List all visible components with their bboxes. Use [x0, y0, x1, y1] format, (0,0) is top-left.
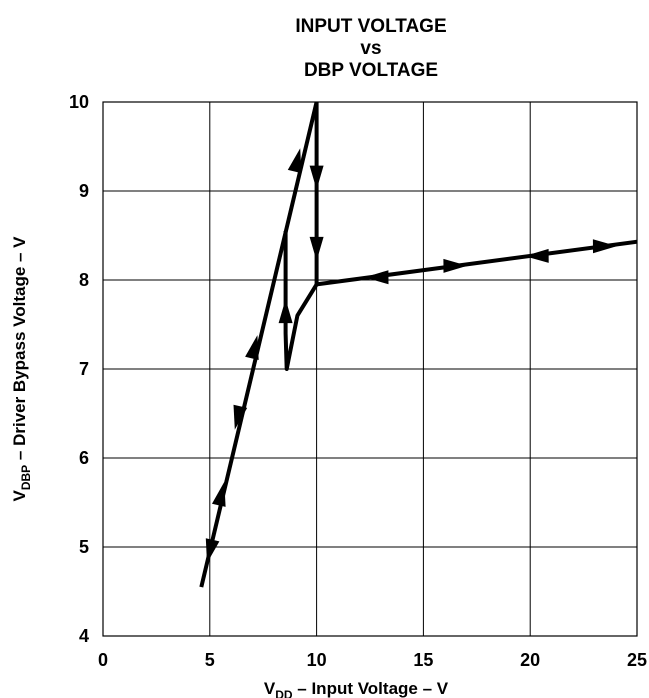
series-line	[316, 239, 638, 287]
y-axis-label: VDBP – Driver Bypass Voltage – V	[10, 236, 33, 502]
direction-arrow-left	[364, 270, 389, 285]
chart-title-line-3: DBP VOLTAGE	[304, 60, 438, 81]
x-axis-label-main: V	[264, 679, 276, 698]
series-line	[283, 231, 319, 371]
series-line	[199, 101, 319, 588]
y-tick-label: 5	[79, 537, 89, 557]
chart-title: INPUT VOLTAGE vs DBP VOLTAGE	[295, 16, 446, 81]
direction-arrow-down	[309, 165, 324, 190]
chart-title-line-1: INPUT VOLTAGE	[295, 16, 446, 37]
y-axis-label-rest: – Driver Bypass Voltage – V	[10, 236, 29, 465]
y-tick-labels: 4 5 6 7 8 9 10	[69, 92, 89, 646]
arrows	[205, 148, 617, 564]
curves	[199, 101, 638, 588]
direction-arrow-down	[233, 404, 248, 430]
x-axis-label: VDD – Input Voltage – V	[264, 679, 449, 698]
x-axis-label-subscript: DD	[275, 688, 293, 698]
chart-title-line-2: vs	[360, 38, 381, 59]
grid	[102, 101, 638, 637]
y-tick-label: 4	[79, 626, 89, 646]
direction-arrow-down	[309, 236, 324, 261]
x-axis-label-rest: – Input Voltage – V	[293, 679, 449, 698]
x-tick-label: 20	[520, 650, 540, 670]
x-tick-label: 0	[98, 650, 108, 670]
direction-arrow-right	[443, 258, 468, 273]
direction-arrow-down	[205, 538, 220, 564]
y-tick-label: 6	[79, 448, 89, 468]
direction-arrow-right	[592, 239, 617, 254]
x-tick-label: 10	[307, 650, 327, 670]
x-tick-label: 15	[413, 650, 433, 670]
x-tick-labels: 0 5 10 15 20 25	[98, 650, 647, 670]
direction-arrow-up	[212, 481, 226, 507]
direction-arrow-left	[524, 248, 549, 263]
y-axis-label-subscript: DBP	[19, 465, 33, 490]
direction-arrow-up	[287, 148, 302, 174]
y-tick-label: 9	[79, 181, 89, 201]
direction-arrow-up	[245, 335, 259, 360]
x-tick-label: 5	[205, 650, 215, 670]
plot-frame	[102, 101, 638, 637]
y-tick-label: 10	[69, 92, 89, 112]
direction-arrow-up	[278, 299, 293, 324]
x-tick-label: 25	[627, 650, 647, 670]
y-tick-label: 8	[79, 270, 89, 290]
y-axis-label-main: V	[10, 490, 29, 502]
y-tick-label: 7	[79, 359, 89, 379]
